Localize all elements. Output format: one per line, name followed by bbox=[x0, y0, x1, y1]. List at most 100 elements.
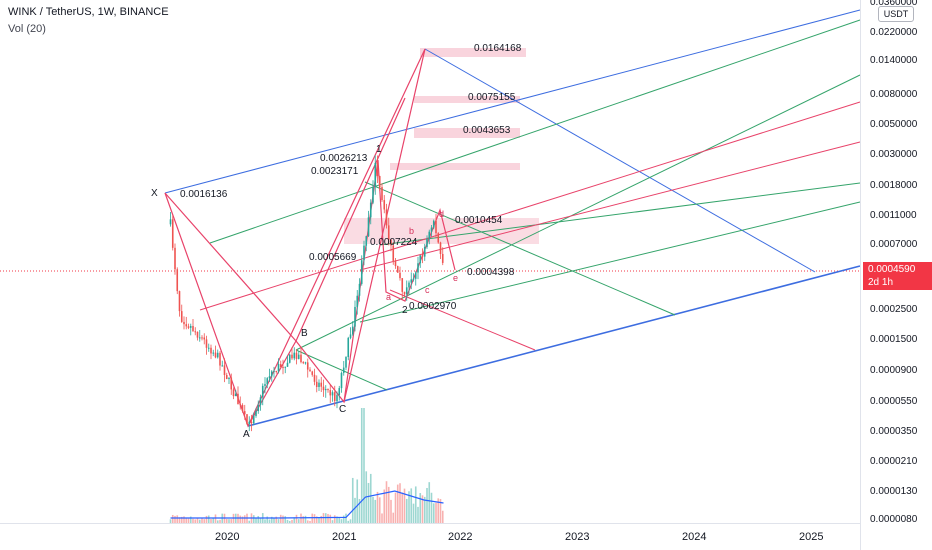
candle bbox=[214, 352, 217, 358]
volume-bar bbox=[273, 518, 275, 523]
price-axis-separator bbox=[860, 0, 861, 550]
level-label: 0.0043653 bbox=[463, 125, 511, 136]
candle bbox=[405, 287, 408, 295]
price-tick: 0.0000080 bbox=[870, 514, 918, 525]
price-tick: 0.0080000 bbox=[870, 89, 918, 100]
candle bbox=[437, 233, 440, 243]
candle bbox=[430, 227, 433, 232]
candle bbox=[286, 362, 289, 367]
volume-bar bbox=[203, 519, 206, 523]
candle bbox=[198, 337, 201, 339]
volume-bars bbox=[169, 408, 444, 523]
candle bbox=[295, 352, 298, 359]
candle bbox=[385, 209, 388, 226]
volume-bar bbox=[248, 520, 251, 523]
volume-bar bbox=[426, 487, 428, 523]
level-label: 0.0026213 bbox=[320, 153, 368, 164]
volume-bar bbox=[428, 482, 431, 523]
level-label: 0.0002970 bbox=[409, 301, 457, 312]
volume-bar bbox=[383, 489, 386, 523]
currency-button[interactable]: USDT bbox=[878, 6, 914, 22]
candle bbox=[282, 367, 284, 369]
price-tick: 0.0000550 bbox=[870, 396, 918, 407]
volume-bar bbox=[257, 516, 260, 523]
volume-bar bbox=[302, 516, 305, 523]
candle bbox=[347, 337, 350, 358]
volume-bar bbox=[185, 518, 188, 523]
harmonic-pattern bbox=[164, 48, 456, 428]
candle bbox=[174, 247, 176, 270]
candle bbox=[189, 326, 192, 328]
candle bbox=[230, 377, 233, 390]
candle bbox=[410, 279, 413, 283]
volume-bar bbox=[196, 518, 199, 523]
candle bbox=[216, 352, 219, 358]
candle bbox=[390, 239, 392, 246]
volume-bar bbox=[369, 473, 372, 523]
volume-bar bbox=[318, 517, 320, 523]
level-label: 0.0007224 bbox=[370, 237, 418, 248]
price-zones bbox=[344, 48, 539, 244]
candle bbox=[187, 326, 190, 328]
candle bbox=[338, 388, 341, 396]
candle bbox=[394, 260, 397, 267]
candle bbox=[169, 219, 172, 225]
level-label: 0.0016136 bbox=[180, 189, 228, 200]
candle bbox=[259, 397, 262, 405]
time-axis-separator bbox=[0, 523, 860, 524]
pattern-point-c: C bbox=[339, 404, 347, 415]
candle bbox=[311, 371, 314, 375]
wave-point-b: b bbox=[409, 226, 415, 236]
volume-bar bbox=[394, 492, 397, 523]
volume-bar bbox=[176, 515, 179, 523]
candle bbox=[309, 369, 311, 372]
candle bbox=[219, 352, 221, 366]
volume-bar bbox=[430, 492, 433, 523]
candle bbox=[378, 176, 381, 188]
volume-bar bbox=[291, 519, 293, 523]
volume-bar bbox=[412, 503, 415, 523]
volume-bar bbox=[311, 513, 314, 523]
candle bbox=[293, 352, 296, 359]
candle bbox=[250, 421, 253, 424]
year-tick: 2025 bbox=[799, 531, 824, 543]
candle bbox=[376, 162, 379, 177]
volume-bar bbox=[255, 517, 257, 523]
candle bbox=[185, 324, 188, 327]
volume-bar bbox=[360, 408, 363, 523]
volume-bar bbox=[367, 482, 370, 523]
volume-bar bbox=[180, 516, 183, 523]
candle bbox=[435, 220, 437, 234]
volume-ma-line bbox=[170, 490, 444, 519]
candle bbox=[246, 414, 248, 424]
candle bbox=[324, 389, 327, 391]
candle bbox=[374, 162, 377, 188]
volume-bar bbox=[331, 520, 334, 523]
candle bbox=[417, 263, 419, 273]
candle bbox=[203, 337, 206, 340]
year-tick: 2022 bbox=[448, 531, 473, 543]
volume-indicator-label[interactable]: Vol (20) bbox=[8, 23, 46, 35]
volume-bar bbox=[441, 510, 444, 523]
candle bbox=[354, 306, 356, 327]
volume-bar bbox=[275, 516, 278, 523]
volume-bar bbox=[288, 520, 291, 523]
volume-bar bbox=[338, 517, 341, 523]
volume-bar bbox=[351, 477, 354, 523]
candle bbox=[340, 372, 343, 389]
wave-point-a: a bbox=[386, 292, 392, 302]
candle bbox=[365, 236, 368, 246]
volume-bar bbox=[207, 515, 210, 523]
wave-point-e: e bbox=[453, 273, 459, 283]
candle bbox=[302, 362, 305, 364]
volume-bar bbox=[169, 519, 172, 523]
candle bbox=[383, 200, 386, 210]
candle bbox=[273, 370, 275, 372]
candle bbox=[331, 392, 334, 396]
volume-bar bbox=[376, 491, 379, 523]
year-tick: 2023 bbox=[565, 531, 590, 543]
price-tick: 0.0030000 bbox=[870, 149, 918, 160]
candle bbox=[176, 269, 179, 292]
candle bbox=[275, 370, 278, 372]
